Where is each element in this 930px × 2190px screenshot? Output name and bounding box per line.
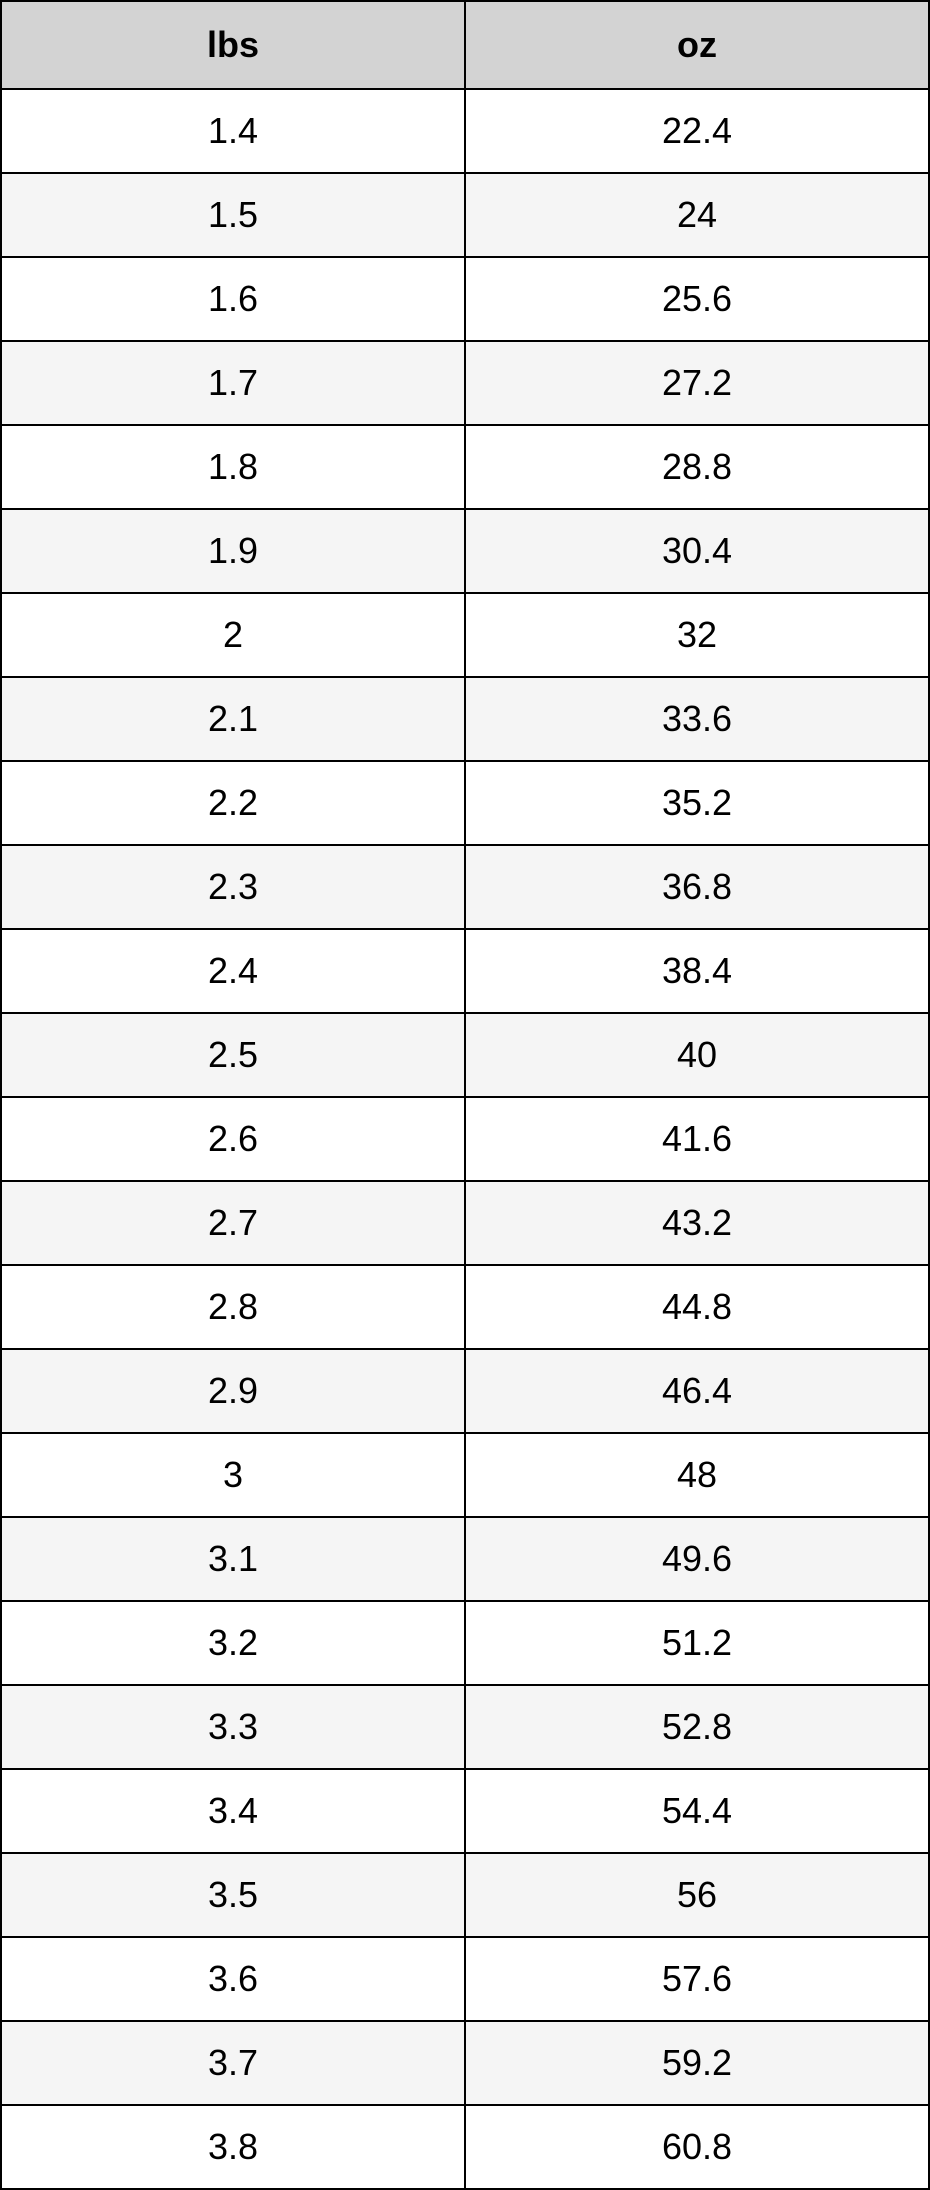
cell-lbs: 3.8 (1, 2105, 465, 2189)
cell-lbs: 3 (1, 1433, 465, 1517)
table-row: 2.4 38.4 (1, 929, 929, 1013)
cell-oz: 49.6 (465, 1517, 929, 1601)
table-row: 2.1 33.6 (1, 677, 929, 761)
header-oz: oz (465, 1, 929, 89)
cell-oz: 33.6 (465, 677, 929, 761)
cell-lbs: 2 (1, 593, 465, 677)
cell-oz: 60.8 (465, 2105, 929, 2189)
table-row: 3.8 60.8 (1, 2105, 929, 2189)
cell-lbs: 2.3 (1, 845, 465, 929)
cell-oz: 35.2 (465, 761, 929, 845)
cell-lbs: 2.7 (1, 1181, 465, 1265)
cell-lbs: 1.4 (1, 89, 465, 173)
table-row: 2 32 (1, 593, 929, 677)
cell-lbs: 1.7 (1, 341, 465, 425)
cell-oz: 43.2 (465, 1181, 929, 1265)
cell-oz: 36.8 (465, 845, 929, 929)
table-row: 3 48 (1, 1433, 929, 1517)
cell-oz: 24 (465, 173, 929, 257)
cell-lbs: 1.9 (1, 509, 465, 593)
table-row: 2.9 46.4 (1, 1349, 929, 1433)
table-row: 3.1 49.6 (1, 1517, 929, 1601)
cell-lbs: 2.1 (1, 677, 465, 761)
header-lbs: lbs (1, 1, 465, 89)
cell-oz: 54.4 (465, 1769, 929, 1853)
cell-oz: 56 (465, 1853, 929, 1937)
cell-lbs: 3.7 (1, 2021, 465, 2105)
cell-oz: 44.8 (465, 1265, 929, 1349)
table-row: 2.3 36.8 (1, 845, 929, 929)
cell-lbs: 2.9 (1, 1349, 465, 1433)
cell-oz: 41.6 (465, 1097, 929, 1181)
cell-oz: 46.4 (465, 1349, 929, 1433)
cell-lbs: 2.2 (1, 761, 465, 845)
table-row: 1.6 25.6 (1, 257, 929, 341)
cell-lbs: 2.5 (1, 1013, 465, 1097)
table-body: 1.4 22.4 1.5 24 1.6 25.6 1.7 27.2 1.8 28… (1, 89, 929, 2189)
table-row: 2.5 40 (1, 1013, 929, 1097)
table-row: 2.8 44.8 (1, 1265, 929, 1349)
cell-lbs: 3.3 (1, 1685, 465, 1769)
cell-oz: 28.8 (465, 425, 929, 509)
table-row: 3.2 51.2 (1, 1601, 929, 1685)
cell-lbs: 1.5 (1, 173, 465, 257)
cell-lbs: 3.4 (1, 1769, 465, 1853)
cell-oz: 27.2 (465, 341, 929, 425)
table-row: 3.3 52.8 (1, 1685, 929, 1769)
table-row: 3.6 57.6 (1, 1937, 929, 2021)
cell-oz: 32 (465, 593, 929, 677)
cell-lbs: 3.5 (1, 1853, 465, 1937)
cell-lbs: 3.2 (1, 1601, 465, 1685)
cell-lbs: 2.4 (1, 929, 465, 1013)
table-row: 2.7 43.2 (1, 1181, 929, 1265)
cell-oz: 25.6 (465, 257, 929, 341)
cell-lbs: 2.8 (1, 1265, 465, 1349)
cell-lbs: 3.1 (1, 1517, 465, 1601)
cell-lbs: 1.6 (1, 257, 465, 341)
cell-oz: 22.4 (465, 89, 929, 173)
cell-oz: 40 (465, 1013, 929, 1097)
cell-oz: 59.2 (465, 2021, 929, 2105)
table-row: 2.6 41.6 (1, 1097, 929, 1181)
cell-oz: 30.4 (465, 509, 929, 593)
table-row: 3.4 54.4 (1, 1769, 929, 1853)
cell-lbs: 1.8 (1, 425, 465, 509)
table-row: 1.8 28.8 (1, 425, 929, 509)
table-row: 2.2 35.2 (1, 761, 929, 845)
cell-oz: 38.4 (465, 929, 929, 1013)
table-row: 1.7 27.2 (1, 341, 929, 425)
cell-lbs: 3.6 (1, 1937, 465, 2021)
table-row: 1.9 30.4 (1, 509, 929, 593)
cell-oz: 52.8 (465, 1685, 929, 1769)
table-row: 1.5 24 (1, 173, 929, 257)
table-row: 3.7 59.2 (1, 2021, 929, 2105)
table-row: 1.4 22.4 (1, 89, 929, 173)
cell-oz: 51.2 (465, 1601, 929, 1685)
table-header-row: lbs oz (1, 1, 929, 89)
cell-oz: 57.6 (465, 1937, 929, 2021)
conversion-table: lbs oz 1.4 22.4 1.5 24 1.6 25.6 1.7 27.2… (0, 0, 930, 2190)
cell-lbs: 2.6 (1, 1097, 465, 1181)
cell-oz: 48 (465, 1433, 929, 1517)
table-row: 3.5 56 (1, 1853, 929, 1937)
